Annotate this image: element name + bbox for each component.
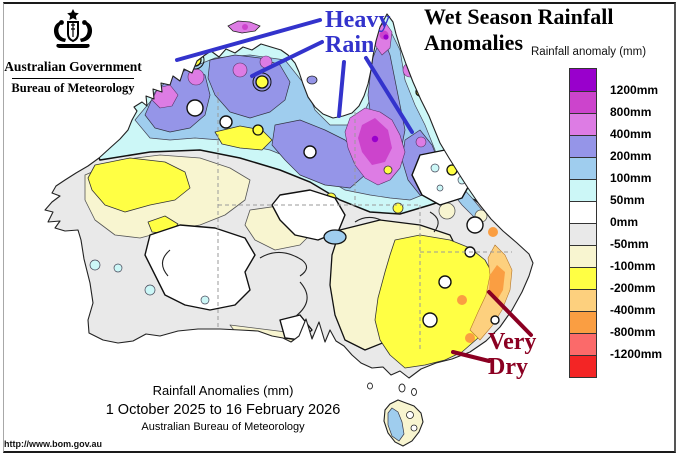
caption-daterange: 1 October 2025 to 16 February 2026 <box>105 402 341 418</box>
heavy-rain-label-line1: Heavy <box>325 7 391 33</box>
legend-color-swatch <box>570 113 596 135</box>
legend-tick-label: 800mm <box>610 105 652 119</box>
legend-tick-label: 50mm <box>610 193 645 207</box>
legend-tick-label: 100mm <box>610 171 652 185</box>
caption-org: Australian Bureau of Meteorology <box>141 421 305 433</box>
legend-color-swatch <box>570 311 596 333</box>
legend-tick-label: -50mm <box>610 237 649 251</box>
bureau-title: Bureau of Meteorology <box>11 81 135 95</box>
legend-title: Rainfall anomaly (mm) <box>531 46 647 58</box>
legend-scale <box>569 68 597 378</box>
legend-tick-label: 400mm <box>610 127 652 141</box>
bom-header: Australian Government Bureau of Meteorol… <box>2 8 144 96</box>
legend-tick-label: -100mm <box>610 259 656 273</box>
page-title-line1: Wet Season Rainfall <box>424 4 614 29</box>
very-dry-label: Very Dry <box>488 330 536 380</box>
footer-url: http://www.bom.gov.au <box>4 439 102 449</box>
coat-of-arms-icon <box>53 9 93 48</box>
islands <box>227 20 417 396</box>
page-title: Wet Season Rainfall Anomalies <box>424 4 613 56</box>
legend-tick-label: -200mm <box>610 281 656 295</box>
caption-title: Rainfall Anomalies (mm) <box>152 383 294 398</box>
legend-color-swatch <box>570 245 596 267</box>
legend-color-swatch <box>570 91 596 113</box>
legend-tick-label: 0mm <box>610 215 639 229</box>
legend-tick-label: 200mm <box>610 149 652 163</box>
state-borders <box>217 92 512 352</box>
legend-tick-label: 1200mm <box>610 83 659 97</box>
heavy-rain-arrows <box>175 18 414 134</box>
government-title: Australian Government <box>4 59 142 74</box>
legend-color-swatch <box>570 201 596 223</box>
legend-color-swatch <box>570 333 596 355</box>
legend-color-swatch <box>570 135 596 157</box>
legend-tick-label: -400mm <box>610 303 656 317</box>
legend-color-swatch <box>570 223 596 245</box>
legend-color-swatch <box>570 267 596 289</box>
legend-color-swatch <box>570 289 596 311</box>
mainland-coastline <box>44 13 534 379</box>
header-divider <box>12 78 134 79</box>
heavy-rain-label: Heavy Rain <box>325 8 390 58</box>
legend-tick-label: -1200mm <box>610 347 663 361</box>
legend-tick-label: -800mm <box>610 325 656 339</box>
heavy-rain-label-line2: Rain <box>325 32 375 58</box>
page-title-line2: Anomalies <box>424 30 523 55</box>
legend-color-swatch <box>570 355 596 377</box>
legend-color-swatch <box>570 69 596 91</box>
legend-color-swatch <box>570 157 596 179</box>
very-dry-label-line1: Very <box>488 329 537 355</box>
legend-color-swatch <box>570 179 596 201</box>
groote-eylandt <box>306 75 318 85</box>
very-dry-arrows <box>451 290 533 363</box>
tasmania <box>383 399 424 447</box>
very-dry-label-line2: Dry <box>488 354 528 380</box>
central-lake-wet-spot <box>323 229 347 245</box>
map-caption: Rainfall Anomalies (mm) 1 October 2025 t… <box>58 383 388 433</box>
contour-lines <box>161 211 439 317</box>
legend-labels: 1200mm 800mm 400mm 200mm 100mm 50mm 0mm -50mm -1… <box>610 68 670 378</box>
